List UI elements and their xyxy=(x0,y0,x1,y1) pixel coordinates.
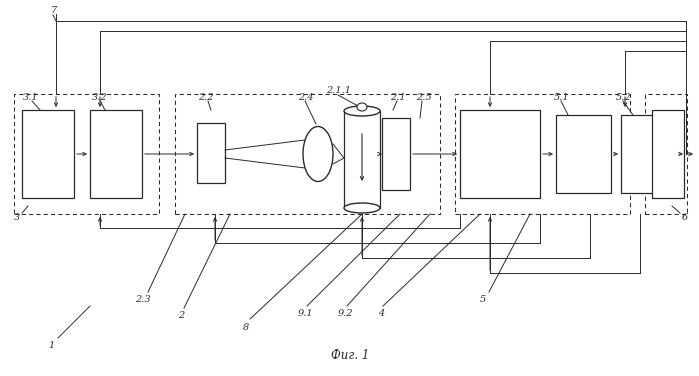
Text: 3.1: 3.1 xyxy=(23,93,38,102)
Bar xyxy=(22,110,74,198)
Bar xyxy=(175,94,440,214)
Text: 5.1: 5.1 xyxy=(554,93,570,102)
Ellipse shape xyxy=(344,106,380,116)
Text: 1: 1 xyxy=(48,341,55,350)
Bar xyxy=(621,115,676,193)
Ellipse shape xyxy=(303,126,333,182)
Text: 3.2: 3.2 xyxy=(92,93,108,102)
Ellipse shape xyxy=(344,203,380,213)
Bar xyxy=(14,94,159,214)
Ellipse shape xyxy=(357,103,367,111)
Text: Фиг. 1: Фиг. 1 xyxy=(331,349,369,362)
Text: 2.5: 2.5 xyxy=(416,93,431,102)
Bar xyxy=(556,115,611,193)
Text: 5: 5 xyxy=(480,295,487,304)
Bar xyxy=(197,123,225,183)
Bar xyxy=(460,110,540,198)
Text: 2.3: 2.3 xyxy=(135,295,150,304)
Bar xyxy=(344,111,380,208)
Text: 3: 3 xyxy=(14,213,20,222)
Text: 4: 4 xyxy=(378,309,384,318)
Text: 2.4: 2.4 xyxy=(298,93,314,102)
Text: 6: 6 xyxy=(682,213,689,222)
Bar xyxy=(382,118,410,190)
Text: 2.2: 2.2 xyxy=(198,93,214,102)
Text: 2.1: 2.1 xyxy=(390,93,405,102)
Text: 9.1: 9.1 xyxy=(298,309,314,318)
Text: 8: 8 xyxy=(243,323,250,332)
Text: 5.2: 5.2 xyxy=(616,93,632,102)
Bar xyxy=(645,94,687,214)
Bar xyxy=(455,94,630,214)
Text: 7: 7 xyxy=(51,6,57,15)
Text: 2.1.1: 2.1.1 xyxy=(326,86,351,95)
Bar xyxy=(652,110,684,198)
Text: 9.2: 9.2 xyxy=(338,309,354,318)
Bar xyxy=(90,110,142,198)
Text: 2: 2 xyxy=(178,311,185,320)
